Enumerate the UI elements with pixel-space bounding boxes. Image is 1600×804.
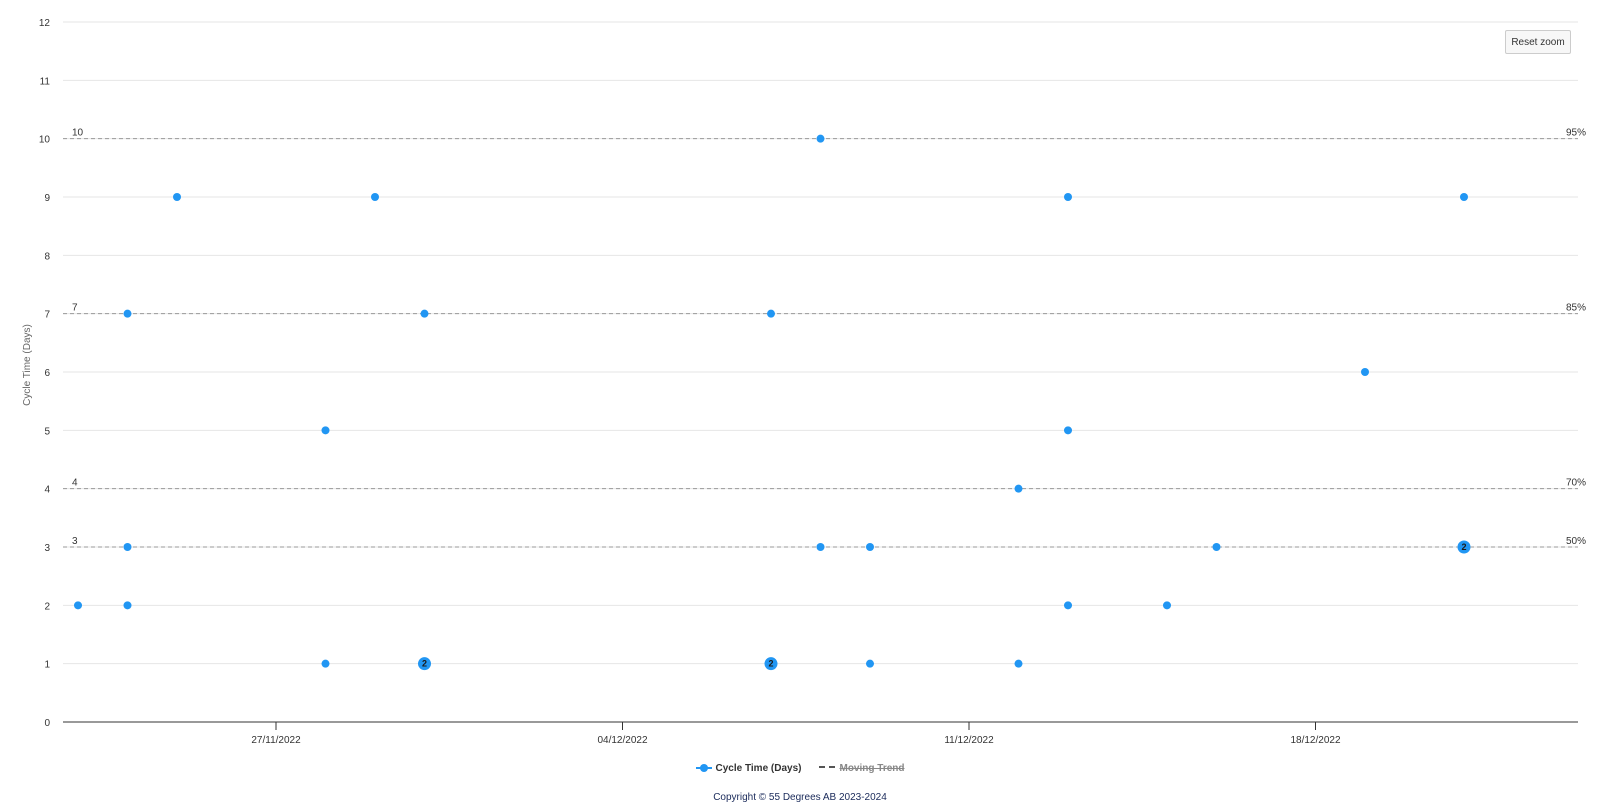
cluster-count-label: 2 xyxy=(768,659,773,669)
percentile-label: 50% xyxy=(1566,536,1586,547)
x-tick-label: 27/11/2022 xyxy=(251,735,301,746)
data-point[interactable] xyxy=(866,659,874,668)
y-tick-label: 5 xyxy=(44,426,50,437)
legend-label-cycle-time: Cycle Time (Days) xyxy=(715,762,802,774)
data-point[interactable] xyxy=(418,657,431,671)
data-point[interactable] xyxy=(123,543,132,551)
y-tick-label: 8 xyxy=(44,251,50,262)
data-point[interactable] xyxy=(420,309,429,318)
data-point[interactable] xyxy=(764,657,778,671)
data-point[interactable] xyxy=(816,543,825,551)
percentile-value-label: 3 xyxy=(72,536,78,547)
data-point[interactable] xyxy=(1457,540,1471,554)
percentile-value-label: 7 xyxy=(72,303,78,314)
y-tick-label: 12 xyxy=(39,18,51,29)
y-tick-label: 2 xyxy=(44,601,50,612)
percentile-value-label: 10 xyxy=(72,128,84,139)
y-tick-label: 0 xyxy=(44,718,50,729)
data-point[interactable] xyxy=(1064,601,1072,610)
x-tick-label: 18/12/2022 xyxy=(1290,735,1340,746)
reset-zoom-button[interactable]: Reset zoom xyxy=(1505,30,1571,54)
percentile-label: 70% xyxy=(1566,478,1586,489)
data-point[interactable] xyxy=(1014,484,1023,493)
data-point[interactable] xyxy=(123,601,132,610)
data-point[interactable] xyxy=(1163,601,1171,610)
y-tick-label: 3 xyxy=(44,543,50,554)
legend-item-cycle-time[interactable]: Cycle Time (Days) xyxy=(695,762,802,774)
data-point[interactable] xyxy=(1212,543,1221,551)
x-tick-label: 04/12/2022 xyxy=(597,735,647,746)
data-point[interactable] xyxy=(767,309,775,318)
data-point[interactable] xyxy=(74,601,82,610)
cluster-count-label: 2 xyxy=(422,659,427,669)
y-tick-label: 1 xyxy=(44,660,50,671)
data-point[interactable] xyxy=(123,309,132,318)
data-point[interactable] xyxy=(1014,659,1023,668)
data-point[interactable] xyxy=(1460,193,1468,201)
legend-label-moving-trend: Moving Trend xyxy=(839,762,905,774)
data-point[interactable] xyxy=(1064,193,1072,201)
percentile-value-label: 4 xyxy=(72,478,78,489)
y-tick-label: 11 xyxy=(40,76,51,87)
data-point[interactable] xyxy=(816,134,825,143)
y-axis-title: Cycle Time (Days) xyxy=(22,324,33,406)
percentile-lines: 10 95% 7 85% 4 70% 3 50% xyxy=(63,128,1586,548)
data-points: 2 2 2 xyxy=(74,134,1471,671)
percentile-label: 85% xyxy=(1566,303,1586,314)
cluster-count-label: 2 xyxy=(1461,542,1466,552)
y-tick-label: 6 xyxy=(44,368,50,379)
grid-lines xyxy=(63,21,1578,665)
y-tick-label: 4 xyxy=(44,485,50,496)
legend-item-moving-trend[interactable]: Moving Trend xyxy=(819,763,904,774)
data-point[interactable] xyxy=(173,193,181,201)
y-tick-label: 7 xyxy=(44,310,50,321)
data-point[interactable] xyxy=(1064,426,1072,435)
legend: Cycle Time (Days) Moving Trend xyxy=(0,760,1600,776)
legend-marker-moving-trend-icon xyxy=(819,766,836,770)
data-point[interactable] xyxy=(321,426,330,435)
legend-marker-cycle-time-icon xyxy=(695,763,712,773)
y-tick-label: 9 xyxy=(44,193,50,204)
data-point[interactable] xyxy=(866,543,874,551)
data-point[interactable] xyxy=(321,659,330,668)
copyright-text: Copyright © 55 Degrees AB 2023-2024 xyxy=(713,792,887,803)
data-point[interactable] xyxy=(371,193,379,201)
percentile-label: 95% xyxy=(1566,128,1586,139)
x-tick-label: 11/12/2022 xyxy=(944,735,994,746)
y-tick-label: 10 xyxy=(39,135,51,146)
data-point[interactable] xyxy=(1361,368,1369,376)
